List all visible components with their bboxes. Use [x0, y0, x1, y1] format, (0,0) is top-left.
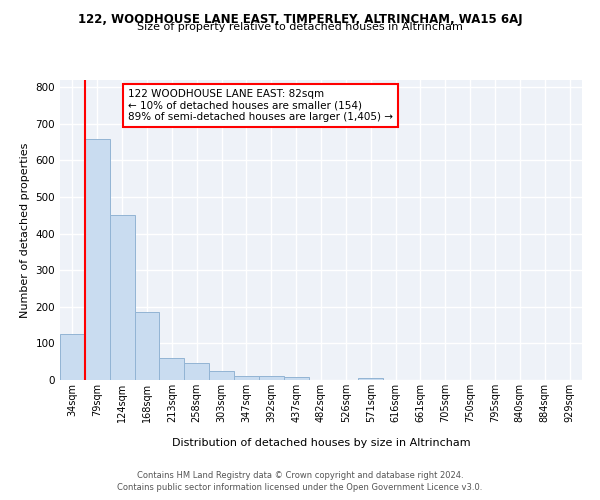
- Text: Size of property relative to detached houses in Altrincham: Size of property relative to detached ho…: [137, 22, 463, 32]
- Bar: [358, 378, 383, 380]
- Bar: [60, 334, 85, 380]
- Bar: [234, 376, 259, 380]
- Y-axis label: Number of detached properties: Number of detached properties: [20, 142, 30, 318]
- Text: Contains public sector information licensed under the Open Government Licence v3: Contains public sector information licen…: [118, 483, 482, 492]
- Bar: [209, 371, 234, 380]
- Bar: [259, 376, 284, 380]
- Bar: [110, 216, 134, 380]
- Bar: [184, 363, 209, 380]
- Bar: [134, 312, 160, 380]
- Bar: [284, 377, 308, 380]
- Text: 122 WOODHOUSE LANE EAST: 82sqm
← 10% of detached houses are smaller (154)
89% of: 122 WOODHOUSE LANE EAST: 82sqm ← 10% of …: [128, 89, 393, 122]
- Bar: [85, 138, 110, 380]
- Bar: [160, 358, 184, 380]
- Text: 122, WOODHOUSE LANE EAST, TIMPERLEY, ALTRINCHAM, WA15 6AJ: 122, WOODHOUSE LANE EAST, TIMPERLEY, ALT…: [77, 12, 523, 26]
- Text: Distribution of detached houses by size in Altrincham: Distribution of detached houses by size …: [172, 438, 470, 448]
- Text: Contains HM Land Registry data © Crown copyright and database right 2024.: Contains HM Land Registry data © Crown c…: [137, 472, 463, 480]
